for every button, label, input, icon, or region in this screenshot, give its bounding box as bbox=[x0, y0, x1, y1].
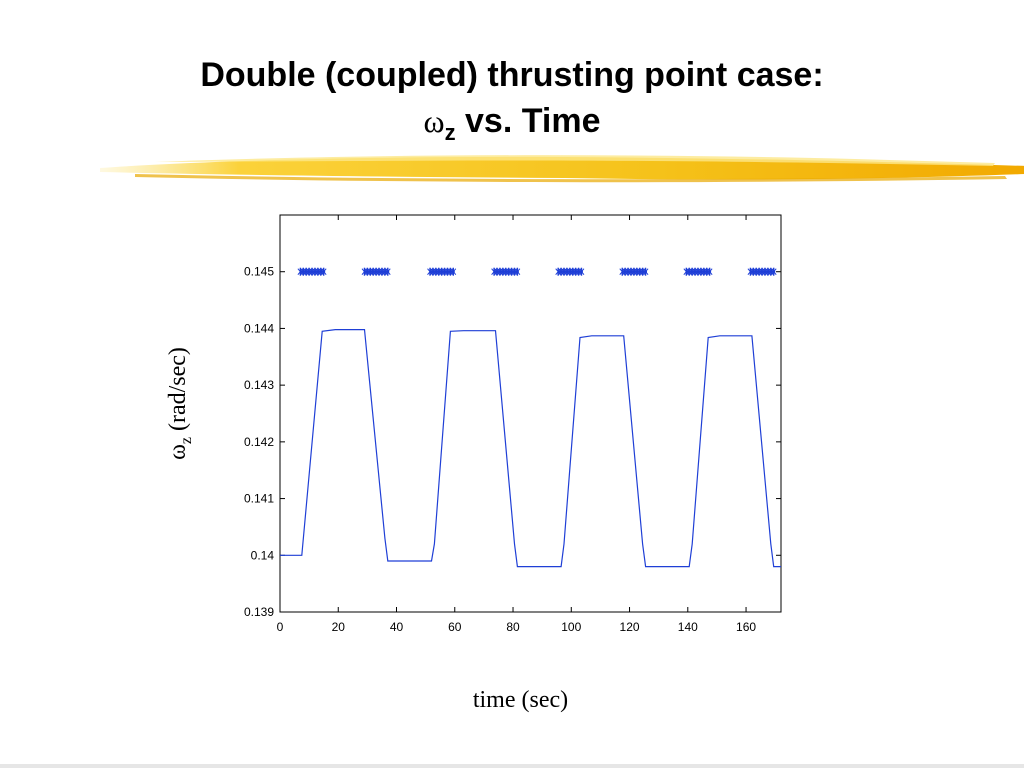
thrust-marker-cluster bbox=[747, 267, 777, 276]
x-tick-label: 80 bbox=[506, 620, 520, 634]
y-tick-label: 0.145 bbox=[244, 265, 274, 279]
thrust-marker-cluster bbox=[427, 267, 457, 276]
slide-title: Double (coupled) thrusting point case: ω… bbox=[0, 52, 1024, 156]
x-tick-label: 160 bbox=[736, 620, 756, 634]
omega-symbol: ω bbox=[423, 103, 445, 139]
star-marker-arm bbox=[514, 268, 521, 276]
x-tick-label: 60 bbox=[448, 620, 462, 634]
star-marker-arm bbox=[320, 268, 327, 276]
bottom-rule bbox=[0, 764, 1024, 768]
x-tick-label: 120 bbox=[620, 620, 640, 634]
y-axis-label: ωz (rad/sec) bbox=[165, 347, 195, 460]
thrust-marker-cluster bbox=[619, 267, 649, 276]
title-line-2: ωz vs. Time bbox=[0, 98, 1024, 156]
x-tick-label: 40 bbox=[390, 620, 404, 634]
x-tick-label: 20 bbox=[332, 620, 346, 634]
thrust-marker-cluster bbox=[297, 267, 327, 276]
y-tick-label: 0.143 bbox=[244, 378, 274, 392]
y-tick-label: 0.142 bbox=[244, 435, 274, 449]
star-marker-arm bbox=[706, 268, 713, 276]
title-rest: vs. Time bbox=[455, 102, 601, 140]
y-label-subscript: z bbox=[178, 437, 195, 444]
plot-area: 0 20 40 60 80 100 120 140 160 0.139 0.14 0.141 0.142… bbox=[244, 214, 782, 634]
star-marker-arm bbox=[384, 268, 391, 276]
title-line-1: Double (coupled) thrusting point case: bbox=[200, 56, 824, 94]
brush-stroke-divider bbox=[100, 155, 1024, 183]
y-tick-label: 0.141 bbox=[244, 492, 274, 506]
thrust-marker-cluster bbox=[491, 267, 521, 276]
thrust-marker-cluster bbox=[555, 267, 585, 276]
title-subscript: z bbox=[444, 119, 456, 145]
star-marker-arm bbox=[578, 268, 585, 276]
series-group bbox=[280, 267, 781, 568]
omega-z-line bbox=[280, 329, 781, 568]
axis-ticks: 0 20 40 60 80 100 120 140 160 0.139 0.14 0.141 0.142… bbox=[244, 215, 781, 634]
x-axis-label: time (sec) bbox=[473, 687, 568, 713]
star-marker-arm bbox=[642, 268, 649, 276]
plot-frame bbox=[279, 214, 782, 613]
y-tick-label: 0.144 bbox=[244, 321, 274, 335]
y-tick-label: 0.139 bbox=[244, 605, 274, 619]
x-tick-label: 100 bbox=[561, 620, 581, 634]
x-tick-label: 0 bbox=[277, 620, 284, 634]
thrust-marker-cluster bbox=[683, 267, 713, 276]
omega-z-chart: 0 20 40 60 80 100 120 140 160 0.139 0.14 0.141 0.142… bbox=[165, 214, 782, 713]
y-label-symbol: ω bbox=[165, 444, 191, 460]
y-label-unit: (rad/sec) bbox=[165, 347, 191, 437]
thrust-marker-cluster bbox=[361, 267, 391, 276]
star-marker-arm bbox=[770, 268, 777, 276]
y-tick-label: 0.14 bbox=[251, 548, 275, 562]
star-marker-arm bbox=[450, 268, 457, 276]
x-tick-label: 140 bbox=[678, 620, 698, 634]
